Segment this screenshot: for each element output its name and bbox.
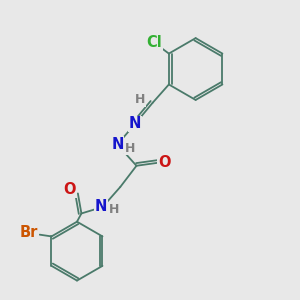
Text: N: N [95,200,107,214]
Text: Br: Br [20,225,38,240]
Text: H: H [135,93,146,106]
Text: O: O [63,182,76,197]
Text: N: N [129,116,141,131]
Text: Cl: Cl [146,35,162,50]
Text: H: H [109,203,119,216]
Text: O: O [158,155,170,170]
Text: N: N [111,137,124,152]
Text: H: H [124,142,135,154]
